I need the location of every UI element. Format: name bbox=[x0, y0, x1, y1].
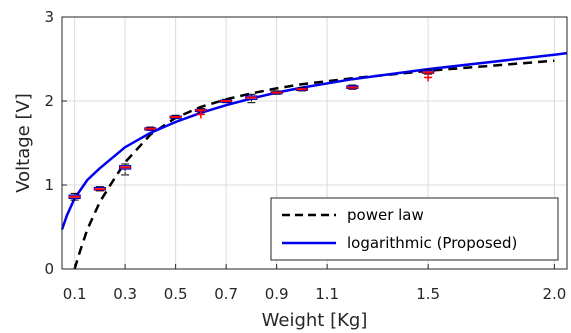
y-tick-label: 2 bbox=[44, 92, 54, 110]
plot-frame bbox=[61, 16, 568, 270]
boxplot bbox=[144, 126, 157, 131]
boxplot bbox=[245, 93, 258, 104]
boxplot bbox=[194, 108, 207, 119]
boxplot bbox=[93, 186, 106, 192]
boxplot bbox=[169, 114, 182, 120]
power-law-curve bbox=[73, 59, 555, 270]
legend-box bbox=[270, 197, 559, 261]
y-tick-label: 0 bbox=[44, 260, 54, 278]
legend: power law logarithmic (Proposed) bbox=[270, 197, 559, 261]
x-axis-ticks: 0.1 0.3 0.5 0.7 0.9 1.1 1.5 2.0 bbox=[63, 264, 566, 303]
y-axis-ticks: 0 1 2 3 bbox=[44, 8, 67, 278]
x-tick-label: 0.5 bbox=[164, 285, 188, 303]
boxplots bbox=[68, 69, 435, 201]
x-tick-label: 0.7 bbox=[214, 285, 238, 303]
x-axis-label: Weight [Kg] bbox=[262, 310, 368, 331]
legend-label-logarithmic: logarithmic (Proposed) bbox=[347, 234, 517, 252]
y-axis-label: Voltage [V] bbox=[13, 93, 34, 193]
boxplot bbox=[220, 98, 233, 104]
x-tick-label: 0.3 bbox=[113, 285, 137, 303]
boxplot bbox=[346, 84, 359, 90]
boxplot bbox=[270, 90, 283, 95]
boxplot bbox=[422, 69, 435, 82]
boxplot bbox=[295, 87, 308, 92]
x-tick-label: 1.5 bbox=[416, 285, 440, 303]
y-tick-label: 3 bbox=[44, 8, 54, 26]
x-tick-label: 0.9 bbox=[265, 285, 289, 303]
x-tick-label: 2.0 bbox=[542, 285, 566, 303]
x-tick-label: 0.1 bbox=[63, 285, 87, 303]
x-tick-label: 1.1 bbox=[315, 285, 339, 303]
legend-label-power-law: power law bbox=[347, 206, 424, 224]
boxplot bbox=[119, 163, 132, 176]
y-tick-label: 1 bbox=[44, 176, 54, 194]
boxplot bbox=[68, 192, 81, 201]
